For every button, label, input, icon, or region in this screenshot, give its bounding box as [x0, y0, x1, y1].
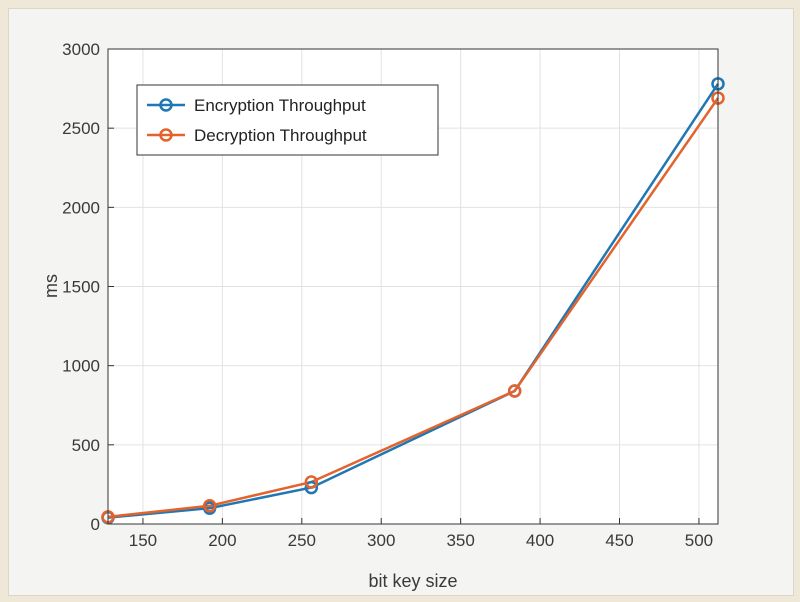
y-tick-label: 1000: [62, 357, 100, 376]
y-axis-label: ms: [41, 274, 61, 298]
x-tick-label: 450: [605, 531, 633, 550]
legend-label: Encryption Throughput: [194, 96, 366, 115]
legend-marker: [159, 98, 173, 112]
y-axis-ticks: 0 500 1000 1500 2000 2500 3000: [62, 40, 114, 534]
x-axis-ticks: 150 200 250 300 350 400 450 500: [129, 518, 713, 550]
y-tick-label: 2500: [62, 119, 100, 138]
series-group: [101, 77, 725, 525]
x-tick-label: 250: [288, 531, 316, 550]
y-tick-label: 0: [91, 515, 100, 534]
y-tick-label: 3000: [62, 40, 100, 59]
y-tick-label: 500: [72, 436, 100, 455]
x-tick-label: 500: [685, 531, 713, 550]
x-tick-label: 350: [446, 531, 474, 550]
data-point: [507, 384, 522, 398]
legend-marker: [159, 128, 173, 142]
figure-frame: 150 200 250 300 350 400 450 500 0 500 1000 1500 200…: [8, 8, 794, 596]
x-tick-label: 150: [129, 531, 157, 550]
y-tick-label: 1500: [62, 278, 100, 297]
x-tick-label: 300: [367, 531, 395, 550]
data-point: [202, 499, 217, 513]
legend: Encryption Throughput Decryption Throughp…: [136, 84, 439, 156]
y-tick-label: 2000: [62, 198, 100, 217]
data-point: [304, 480, 319, 495]
line-chart: 150 200 250 300 350 400 450 500 0 500 1000 1500 200…: [41, 40, 725, 591]
x-tick-label: 400: [526, 531, 554, 550]
x-tick-label: 200: [208, 531, 236, 550]
legend-box: [136, 84, 439, 156]
x-axis-label: bit key size: [368, 571, 457, 591]
legend-label: Decryption Throughput: [194, 126, 367, 145]
data-point: [304, 475, 319, 489]
